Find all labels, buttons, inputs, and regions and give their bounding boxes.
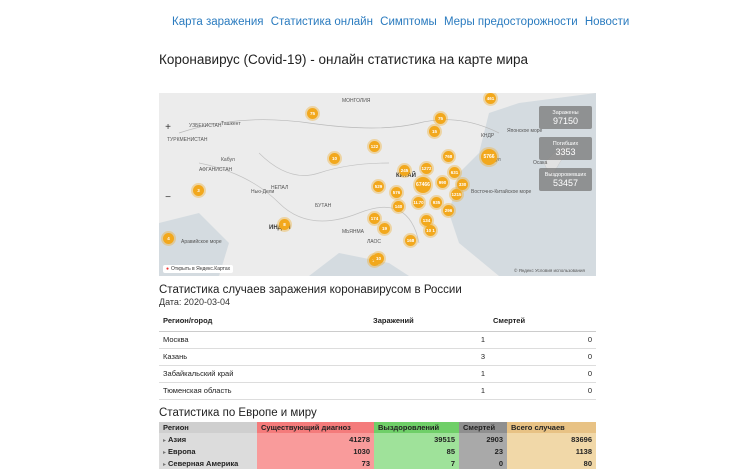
case-cluster[interactable]: 990 <box>437 177 448 188</box>
expand-icon[interactable]: ▸ <box>163 461 167 468</box>
nav-precautions[interactable]: Меры предосторожности <box>443 16 578 28</box>
page-title: Коронавирус (Covid-19) - онлайн статисти… <box>159 52 529 67</box>
col-recovered: Выздоровлений <box>374 422 459 433</box>
case-cluster[interactable]: 296 <box>443 205 454 216</box>
case-cluster[interactable]: 75 <box>307 108 318 119</box>
stats-date: Дата: 2020-03-04 <box>159 297 230 307</box>
case-cluster[interactable]: 768 <box>443 151 454 162</box>
nav-map[interactable]: Карта заражения <box>172 16 264 28</box>
table-row[interactable]: ▸ Европа 1030 85 23 1138 <box>159 445 596 457</box>
nav-symptoms[interactable]: Симптомы <box>380 16 437 28</box>
map-label: ТУРКМЕНИСТАН <box>167 137 208 143</box>
russia-heading: Статистика случаев заражения коронавирус… <box>159 284 462 296</box>
case-cluster[interactable]: 529 <box>373 181 384 192</box>
open-in-yandex-link[interactable]: ● Открыть в Яндекс.Картах <box>163 265 234 273</box>
col-deaths: Смертей <box>489 311 596 332</box>
col-total: Всего случаев <box>507 422 596 433</box>
case-cluster[interactable]: 1L70 <box>413 197 424 208</box>
russia-table: Регион/город Заражений Смертей Москва 1 … <box>159 311 596 400</box>
case-cluster[interactable]: 75 <box>435 113 446 124</box>
case-cluster[interactable]: 15 <box>429 126 440 137</box>
map-label: КИТАЙ <box>396 173 416 179</box>
case-cluster[interactable]: 134 <box>421 215 432 226</box>
case-cluster[interactable]: 140 <box>393 201 404 212</box>
col-deaths: Смертей <box>459 422 507 433</box>
map-label: Японское море <box>507 128 543 134</box>
case-cluster[interactable]: 631 <box>449 167 460 178</box>
case-cluster[interactable]: 10 1 <box>425 225 436 236</box>
case-cluster[interactable]: 168 <box>405 235 416 246</box>
world-map[interactable]: МОНГОЛИЯ УЗБЕКИСТАН Ташкент ТУРКМЕНИСТАН… <box>159 93 596 276</box>
expand-icon[interactable]: ▸ <box>163 449 167 456</box>
col-infected: Заражений <box>369 311 489 332</box>
map-label: КНДР <box>481 133 495 139</box>
table-row: Казань 3 0 <box>159 348 596 366</box>
case-cluster[interactable]: 1272 <box>421 163 432 174</box>
world-heading: Статистика по Европе и миру <box>159 407 317 419</box>
top-nav: Карта заражения Статистика онлайн Симпто… <box>172 16 633 28</box>
case-cluster[interactable]: 4 <box>163 233 174 244</box>
map-copyright[interactable]: © Яндекс Условия использования <box>514 268 585 273</box>
case-cluster[interactable]: 5766 <box>481 149 497 165</box>
table-row: Забайкальский край 1 0 <box>159 365 596 383</box>
table-row[interactable]: ▸ Северная Америка 73 7 0 80 <box>159 457 596 469</box>
nav-news[interactable]: Новости <box>584 16 630 28</box>
map-pin-icon: ● <box>166 266 170 272</box>
map-label: АФГАНИСТАН <box>199 167 233 173</box>
map-label: БУТАН <box>315 203 332 209</box>
table-row[interactable]: ▸ Азия 41278 39515 2903 83696 <box>159 433 596 445</box>
case-cluster[interactable]: 245 <box>399 165 410 176</box>
case-cluster[interactable]: 122 <box>369 141 380 152</box>
nav-stats[interactable]: Статистика онлайн <box>270 16 373 28</box>
case-cluster[interactable]: 10 <box>329 153 340 164</box>
table-row: Тюменская область 1 0 <box>159 382 596 400</box>
map-label: Кабул <box>221 157 235 163</box>
map-label: УЗБЕКИСТАН <box>189 123 222 129</box>
map-label: ЛАОС <box>367 239 382 245</box>
map-label: Восточно-Китайское море <box>471 189 532 195</box>
col-region: Регион <box>159 422 257 433</box>
table-row: Москва 1 0 <box>159 331 596 349</box>
map-label: Нью-Дели <box>251 189 275 195</box>
case-cluster[interactable]: 67466 <box>415 177 431 193</box>
col-region: Регион/город <box>159 311 369 332</box>
case-cluster[interactable]: 174 <box>369 213 380 224</box>
map-label: НЕПАЛ <box>271 185 289 191</box>
case-cluster[interactable]: 935 <box>431 197 442 208</box>
zoom-out-button[interactable]: − <box>165 192 171 203</box>
case-cluster[interactable]: 1215 <box>451 189 462 200</box>
case-cluster[interactable]: 330 <box>457 179 468 190</box>
stat-deaths-panel: Погибших 3353 <box>539 137 592 160</box>
col-active: Существующий диагноз <box>257 422 374 433</box>
case-cluster[interactable]: 3 <box>193 185 204 196</box>
case-cluster[interactable]: 576 <box>391 187 402 198</box>
case-cluster[interactable]: 19 <box>379 223 390 234</box>
case-cluster[interactable]: 10 <box>373 253 384 264</box>
map-label: МОНГОЛИЯ <box>342 98 371 104</box>
expand-icon[interactable]: ▸ <box>163 437 167 444</box>
case-cluster[interactable]: 461 <box>485 93 496 104</box>
case-cluster[interactable]: 8 <box>279 219 290 230</box>
zoom-in-button[interactable]: + <box>165 122 171 133</box>
map-label: Осака <box>533 160 548 166</box>
stat-recovered-panel: Выздоровевших 53457 <box>539 168 592 191</box>
world-table: Регион Существующий диагноз Выздоровлени… <box>159 422 596 469</box>
map-label: МЬЯНМА <box>342 229 364 235</box>
map-label: Ташкент <box>221 121 241 127</box>
map-label: Аравийское море <box>181 239 222 245</box>
stat-infected-panel: Заражены 97150 <box>539 106 592 129</box>
